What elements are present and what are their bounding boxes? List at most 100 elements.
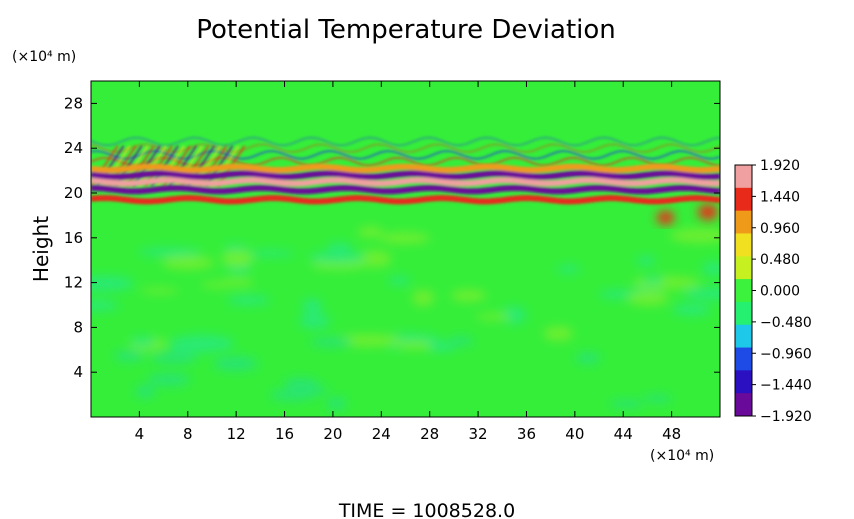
field-blob <box>311 260 366 270</box>
colorbar-label: 0.000 <box>760 284 800 300</box>
field-blob <box>501 306 527 325</box>
y-tick-label: 12 <box>64 274 83 292</box>
y-tick-label: 24 <box>64 139 83 157</box>
x-tick-label: 12 <box>227 425 246 443</box>
field-blob <box>147 372 191 387</box>
heatmap-plot-area <box>90 80 721 418</box>
x-axis-ticks: 4 8 12 16 20 24 28 32 36 40 44 48 <box>135 81 681 443</box>
colorbar-swatch <box>735 393 752 417</box>
colorbar-swatch <box>735 370 752 394</box>
field-blob <box>379 232 431 244</box>
field-blob <box>227 295 270 306</box>
colorbar-swatch <box>735 256 752 280</box>
field-blob <box>150 352 198 365</box>
field-blob <box>326 397 347 411</box>
x-tick-label: 44 <box>614 425 633 443</box>
x-axis-unit: (×10⁴ m) <box>650 448 714 464</box>
field-blob <box>396 341 433 350</box>
x-tick-label: 48 <box>662 425 681 443</box>
colorbar-label: −0.480 <box>760 315 812 331</box>
field-blob <box>475 313 511 321</box>
field-blob <box>213 355 258 372</box>
field-blob <box>636 255 656 267</box>
colorbar-label: −1.920 <box>760 409 812 425</box>
field-texture <box>91 226 720 411</box>
field-blob <box>130 336 156 347</box>
y-axis-unit: (×10⁴ m) <box>12 49 76 65</box>
field-blob <box>308 251 366 264</box>
field-blob <box>302 298 323 316</box>
colorbar-swatch <box>735 347 752 371</box>
colorbar-label: 0.960 <box>760 221 800 237</box>
colorbar-label: 0.480 <box>760 252 800 268</box>
x-tick-label: 28 <box>420 425 439 443</box>
colorbar-swatches <box>735 165 752 417</box>
plot-frame <box>90 80 721 418</box>
colorbar-label: −0.960 <box>760 346 812 362</box>
colorbar-label: 1.920 <box>760 158 800 174</box>
field-band <box>91 194 720 205</box>
field-blob <box>683 287 720 301</box>
field-blob <box>627 291 670 306</box>
field-blob <box>575 352 601 365</box>
x-tick-label: 8 <box>183 425 193 443</box>
time-label: TIME = 1008528.0 <box>338 500 515 519</box>
field-blob <box>221 250 254 268</box>
colorbar-swatch <box>735 324 752 349</box>
field-blob <box>643 275 664 284</box>
field-blob <box>642 394 672 403</box>
y-axis-label: Height <box>29 216 53 282</box>
x-tick-label: 20 <box>323 425 342 443</box>
colorbar-swatch <box>735 165 752 189</box>
field-right-blobs <box>656 204 718 225</box>
y-axis-ticks: 4 8 12 16 20 24 28 <box>64 94 720 381</box>
field-blob <box>327 242 353 253</box>
field-blob <box>357 226 384 238</box>
field-blob <box>358 250 392 268</box>
x-tick-label: 4 <box>135 425 145 443</box>
y-tick-label: 28 <box>64 94 83 112</box>
field-blob <box>270 388 316 402</box>
x-tick-label: 36 <box>517 425 536 443</box>
field-blob <box>91 275 134 292</box>
field-blob <box>543 325 574 342</box>
field-blob <box>672 303 712 316</box>
colorbar-swatch <box>735 187 752 212</box>
field-blob <box>598 289 638 299</box>
field-blob <box>702 261 720 276</box>
field-blob <box>556 265 580 274</box>
chart-title: Potential Temperature Deviation <box>196 15 616 45</box>
field-wave <box>91 136 720 147</box>
colorbar-swatch <box>735 233 752 257</box>
field-blob <box>669 228 720 244</box>
field-blob <box>448 336 474 346</box>
field-blob <box>412 289 435 307</box>
field-blob <box>140 287 179 294</box>
y-tick-label: 16 <box>64 229 83 247</box>
field-blob <box>170 346 219 354</box>
y-tick-label: 4 <box>73 363 83 381</box>
colorbar-labels: 1.920 1.440 0.960 0.480 0.000 −0.480 −0.960 −1.… <box>752 158 812 425</box>
field-hot-blob <box>656 210 675 225</box>
field-blob <box>388 276 411 286</box>
field-blob <box>310 337 353 348</box>
y-tick-label: 20 <box>64 184 83 202</box>
heatmap-field <box>91 136 720 411</box>
field-blob <box>450 289 487 302</box>
y-tick-label: 8 <box>73 318 83 336</box>
field-blob <box>244 250 296 258</box>
x-tick-label: 16 <box>275 425 294 443</box>
field-band <box>91 170 720 180</box>
field-band <box>91 177 720 187</box>
colorbar: 1.920 1.440 0.960 0.480 0.000 −0.480 −0.960 −1.… <box>734 158 812 425</box>
colorbar-label: −1.440 <box>760 378 812 394</box>
field-blob <box>135 385 156 399</box>
field-band <box>91 184 720 195</box>
colorbar-swatch <box>735 210 752 234</box>
x-tick-label: 24 <box>372 425 391 443</box>
field-band <box>91 163 720 174</box>
x-tick-label: 40 <box>565 425 584 443</box>
colorbar-swatch <box>735 279 752 303</box>
field-blob <box>138 247 201 257</box>
